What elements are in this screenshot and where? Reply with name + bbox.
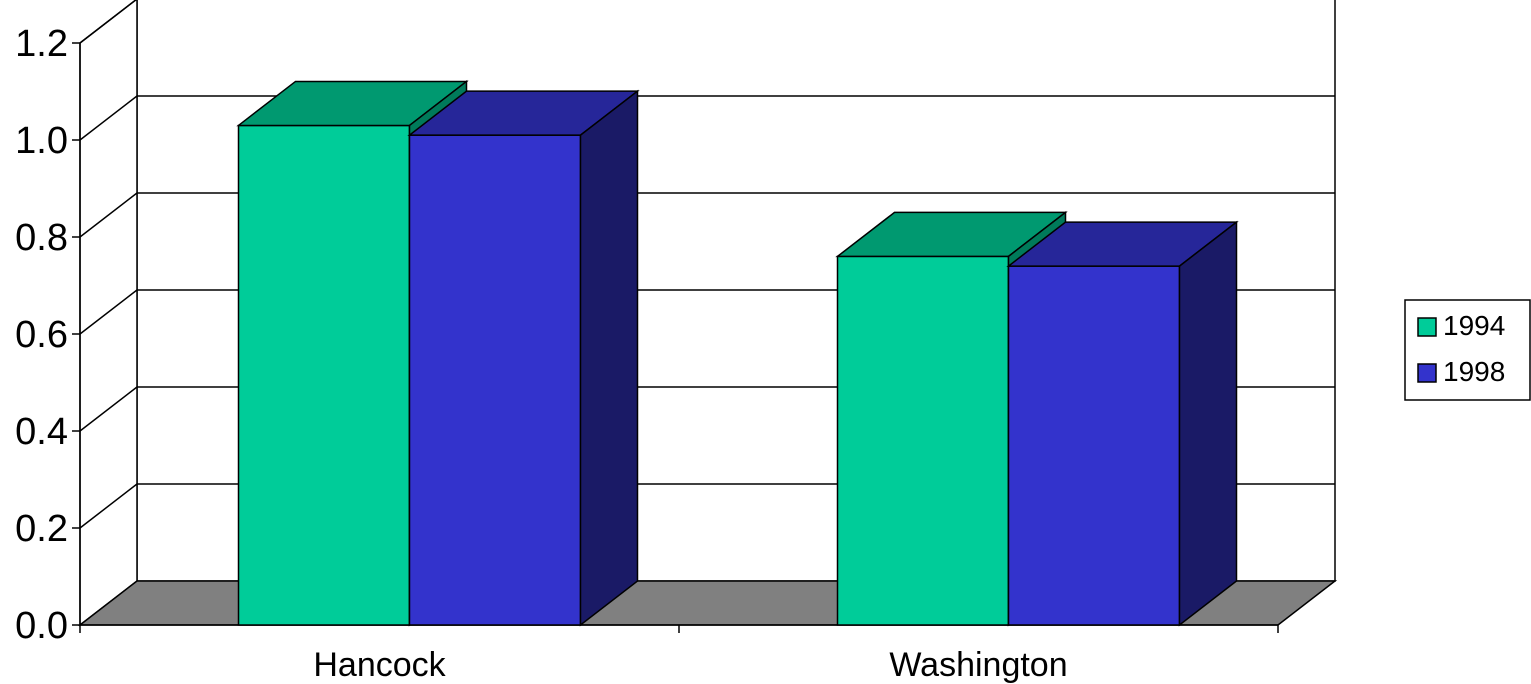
y-axis-ticks: 0.0 0.2 0.4 0.6 0.8 1.0 1.2 [15,23,80,647]
gridline-diagonal [79,192,138,238]
legend-swatch [1417,363,1437,383]
bar [407,89,640,627]
legend: 1994 1998 [1404,299,1531,401]
bar-front-face [237,124,411,626]
gridline-diagonal [79,0,137,44]
bar-side-face [579,89,639,627]
y-tick-label: 1.0 [15,120,68,162]
bar-front-face [408,134,582,626]
bar [1006,220,1239,627]
legend-box [1404,299,1531,401]
gridline-diagonal [79,95,138,141]
y-tick-label: 0.2 [15,508,68,550]
x-category-label: Washington [889,646,1067,684]
y-tick-label: 0.4 [15,411,68,453]
bar-front-face [1007,265,1181,626]
legend-label: 1998 [1443,356,1505,387]
x-axis-ticks: Hancock Washington [79,625,1279,684]
bar-front-face [836,255,1010,626]
gridline-diagonal [79,289,138,335]
gridline-diagonal [79,386,138,432]
y-tick-label: 0.0 [15,605,68,647]
legend-swatch [1417,317,1437,337]
bar-side-face [1178,220,1238,627]
y-tick-label: 0.8 [15,217,68,259]
x-category-label: Hancock [313,646,446,684]
y-tick-label: 0.6 [15,314,68,356]
y-tick-label: 1.2 [15,23,68,65]
bars [236,79,1239,627]
gridline-diagonal [79,483,138,529]
legend-label: 1994 [1443,310,1505,341]
